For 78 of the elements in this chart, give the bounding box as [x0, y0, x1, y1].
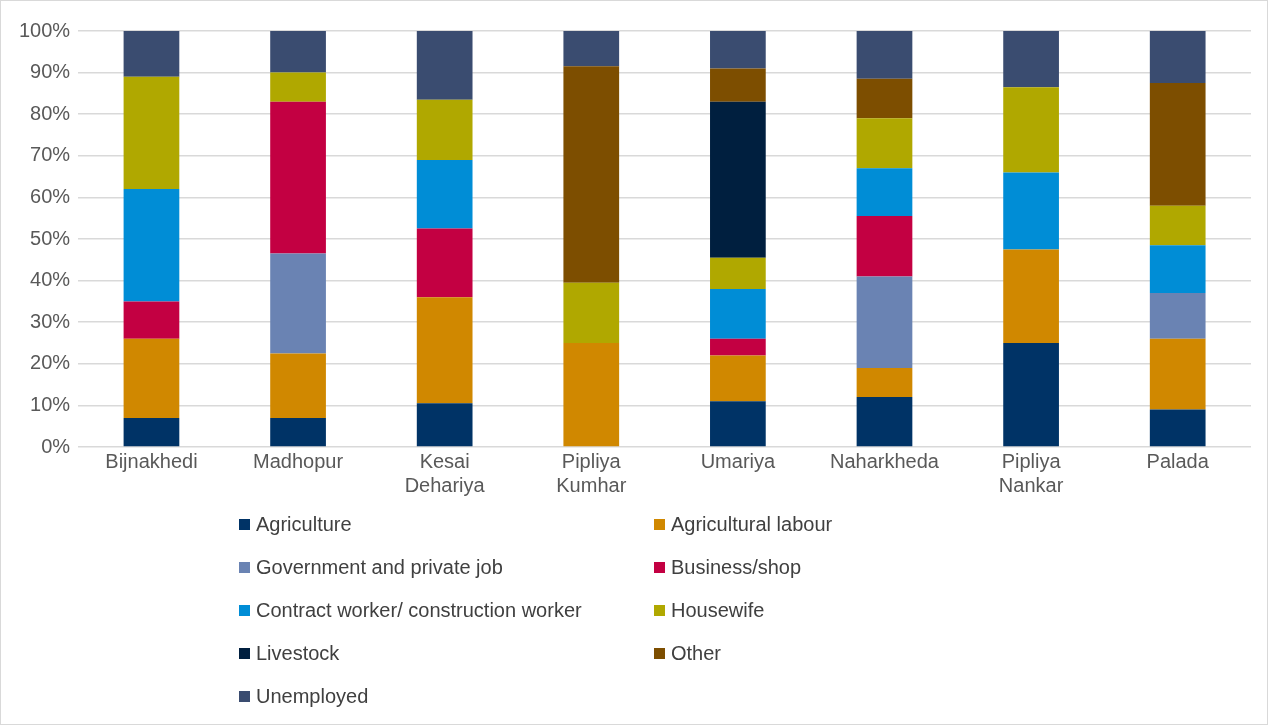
- legend-label: Livestock: [256, 641, 340, 665]
- legend-label: Agriculture: [256, 512, 352, 536]
- bar: [123, 338, 180, 418]
- y-tick-label: 100%: [19, 18, 71, 41]
- bar: [1003, 343, 1059, 447]
- y-tick-label: 50%: [30, 226, 71, 249]
- legend-label: Business/shop: [671, 555, 802, 579]
- bar: [710, 257, 766, 289]
- y-tick-label: 20%: [30, 351, 71, 374]
- bar: [856, 78, 913, 119]
- x-tick-label: Kesai Dehariya: [404, 449, 486, 496]
- bar: [710, 101, 766, 258]
- bar: [856, 31, 913, 79]
- bar: [416, 297, 473, 404]
- bar: [563, 31, 620, 67]
- bar: [1149, 205, 1206, 246]
- y-tick-label: 90%: [30, 60, 71, 83]
- bar: [856, 216, 913, 277]
- bar: [416, 159, 473, 229]
- bar: [270, 353, 326, 418]
- y-tick-label: 40%: [30, 268, 71, 291]
- bar: [710, 68, 766, 102]
- bar: [123, 76, 180, 190]
- bar: [416, 31, 473, 100]
- x-tick-label: Madhopur: [253, 449, 344, 472]
- x-tick-label: Bijnakhedi: [105, 449, 198, 472]
- legend-label: Unemployed: [256, 684, 369, 708]
- bar: [1003, 249, 1059, 343]
- bar: [710, 338, 766, 356]
- x-tick-label: Pipliya Kumhar: [556, 449, 627, 496]
- bar: [270, 72, 326, 102]
- bar: [416, 228, 473, 298]
- y-tick-label: 10%: [30, 392, 71, 415]
- bar: [123, 31, 180, 77]
- legend-label: Housewife: [671, 598, 765, 622]
- bar: [123, 301, 180, 339]
- bar: [1149, 293, 1206, 339]
- bar: [123, 417, 180, 447]
- bar: [1003, 87, 1059, 173]
- bar: [270, 101, 326, 254]
- bar: [270, 31, 326, 73]
- x-tick-label: Palada: [1146, 449, 1210, 472]
- y-tick-label: 70%: [30, 143, 71, 166]
- bar: [1003, 31, 1059, 88]
- bar: [563, 343, 620, 447]
- bar: [123, 189, 180, 302]
- bar: [856, 118, 913, 169]
- bar: [270, 417, 326, 447]
- bar: [416, 99, 473, 160]
- bar: [710, 31, 766, 69]
- bar: [710, 288, 766, 339]
- x-tick-label: Pipliya Nankar: [998, 449, 1064, 496]
- legend-label: Agricultural labour: [671, 512, 833, 536]
- bar: [1149, 245, 1206, 294]
- y-tick-label: 60%: [30, 184, 71, 207]
- bar: [1003, 172, 1059, 250]
- bar: [710, 355, 766, 402]
- bar: [563, 66, 620, 283]
- bar: [270, 253, 326, 354]
- bar: [563, 282, 620, 343]
- bar: [416, 403, 473, 447]
- x-tick-label: Umariya: [700, 449, 776, 472]
- legend-label: Contract worker/ construction worker: [256, 598, 582, 622]
- bar: [1149, 338, 1206, 410]
- bar: [710, 401, 766, 447]
- y-tick-label: 30%: [30, 309, 71, 332]
- y-tick-label: 80%: [30, 101, 71, 124]
- bar: [856, 397, 913, 447]
- x-tick-label: Naharkheda: [830, 449, 940, 472]
- bar: [1149, 83, 1206, 206]
- bar: [1149, 31, 1206, 83]
- legend-label: Government and private job: [256, 555, 503, 579]
- bar: [1149, 409, 1206, 447]
- bar: [856, 168, 913, 217]
- y-tick-label: 0%: [41, 434, 71, 457]
- legend-label: Other: [671, 641, 722, 665]
- bar: [856, 276, 913, 368]
- bar: [856, 367, 913, 398]
